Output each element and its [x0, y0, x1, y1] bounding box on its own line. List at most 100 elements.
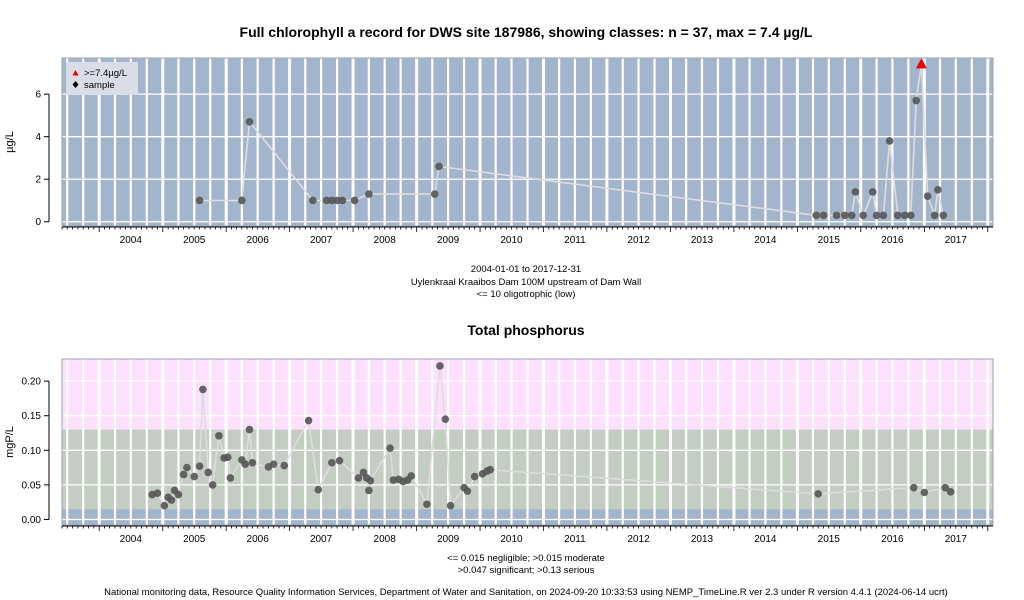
- legend-box: [66, 62, 138, 95]
- x-tick-label: 2011: [564, 235, 586, 246]
- x-tick-label: 2006: [247, 534, 270, 545]
- x-tick-label: 2007: [310, 235, 333, 246]
- chlorophyll-frame: [61, 57, 994, 227]
- phosphorus-axes: 2004 2005 2006 2007 2008 2009 2010 2011 2012 2013…: [22, 377, 993, 545]
- data-point: [195, 462, 204, 471]
- data-point: [238, 196, 246, 205]
- data-point: [893, 211, 902, 220]
- y-tick-label: 0.15: [22, 411, 42, 422]
- data-point: [812, 211, 821, 220]
- x-tick-label: 2004: [120, 534, 143, 545]
- x-tick-label: 2015: [818, 534, 841, 545]
- x-tick-label: 2014: [754, 534, 777, 545]
- x-tick-label: 2008: [374, 534, 397, 545]
- data-point: [248, 458, 257, 467]
- data-point: [912, 96, 920, 105]
- data-point: [304, 416, 313, 425]
- data-point: [153, 489, 162, 497]
- phosphorus-ylabel: mgP/L: [4, 426, 16, 458]
- data-point: [909, 483, 918, 492]
- data-point: [879, 211, 888, 220]
- data-point: [179, 470, 188, 479]
- data-point: [872, 211, 881, 220]
- data-point: [354, 474, 363, 482]
- data-point: [832, 211, 841, 220]
- data-point: [819, 211, 828, 220]
- x-tick-label: 2010: [500, 235, 523, 246]
- data-point: [160, 501, 169, 510]
- x-tick-label: 2016: [881, 534, 904, 545]
- data-point: [366, 476, 375, 485]
- data-point: [946, 488, 955, 496]
- data-point: [430, 190, 439, 198]
- y-tick-label: 6: [35, 90, 41, 101]
- x-tick-label: 2011: [564, 534, 586, 545]
- data-point: [814, 490, 822, 498]
- data-point: [241, 460, 249, 468]
- data-point: [350, 196, 359, 205]
- y-tick-label: 2: [35, 175, 41, 186]
- data-point: [365, 486, 373, 495]
- data-point: [435, 162, 443, 171]
- data-point: [900, 211, 909, 220]
- data-point: [859, 211, 868, 220]
- chlorophyll-title: Full chlorophyll a record for DWS site 1…: [240, 24, 813, 40]
- x-tick-label: 2009: [437, 534, 460, 545]
- phosphorus-panel: Total phosphorus 2004 2005 2006 2007 2008 200…: [4, 322, 994, 576]
- data-point: [338, 196, 347, 205]
- data-point: [847, 211, 856, 220]
- data-point: [359, 468, 368, 477]
- data-point: [322, 196, 331, 205]
- x-tick-label: 2004: [120, 235, 143, 246]
- data-point: [314, 485, 323, 494]
- x-tick-label: 2012: [627, 534, 650, 545]
- footer-credit: National monitoring data, Resource Quali…: [104, 587, 948, 598]
- y-tick-label: 0: [35, 217, 41, 228]
- data-point: [907, 211, 915, 220]
- exceed-marker: [915, 58, 927, 69]
- phosphorus-caption-classes-1: <= 0.015 negligible; >0.015 moderate: [447, 553, 605, 564]
- x-tick-label: 2013: [691, 235, 714, 246]
- x-tick-label: 2008: [374, 235, 397, 246]
- data-point: [335, 456, 344, 465]
- x-tick-label: 2007: [310, 534, 333, 545]
- chlorophyll-legend: >=7.4µg/L sample: [66, 62, 138, 95]
- data-point: [486, 465, 495, 474]
- chlorophyll-caption-class: <= 10 oligotrophic (low): [477, 289, 576, 300]
- data-point: [245, 117, 254, 126]
- data-point: [199, 385, 207, 394]
- x-tick-label: 2015: [818, 235, 841, 246]
- legend-entry-exceed: >=7.4µg/L: [84, 68, 127, 79]
- chlorophyll-axes: 2004 2005 2006 2007 2008 2009 2010 2011 2012 2013…: [35, 90, 993, 246]
- data-point: [215, 431, 223, 440]
- data-point: [174, 490, 183, 499]
- phosphorus-title: Total phosphorus: [467, 322, 584, 338]
- data-point: [223, 453, 232, 462]
- phosphorus-caption-classes-2: >0.047 significant; >0.13 serious: [458, 565, 595, 576]
- data-point: [167, 496, 176, 504]
- legend-entry-sample: sample: [84, 80, 115, 91]
- data-point: [423, 500, 431, 509]
- data-point: [851, 188, 860, 196]
- data-point: [436, 362, 444, 370]
- data-point: [441, 415, 450, 423]
- data-point: [885, 137, 894, 145]
- chlorophyll-caption-range: 2004-01-01 to 2017-12-31: [471, 264, 581, 275]
- data-point: [195, 196, 204, 205]
- legend-diamond-icon: [72, 81, 79, 88]
- x-tick-label: 2012: [627, 235, 650, 246]
- y-tick-label: 0.10: [22, 446, 42, 457]
- x-tick-label: 2014: [754, 235, 777, 246]
- data-point: [328, 458, 336, 467]
- data-point: [840, 211, 849, 220]
- x-tick-label: 2016: [881, 235, 904, 246]
- data-point: [328, 196, 336, 205]
- data-point: [868, 188, 877, 196]
- data-point: [939, 211, 948, 220]
- data-point: [407, 472, 416, 480]
- x-tick-label: 2005: [183, 235, 206, 246]
- data-point: [920, 488, 929, 497]
- phosphorus-frame: [61, 358, 994, 526]
- y-tick-label: 0.05: [22, 480, 42, 491]
